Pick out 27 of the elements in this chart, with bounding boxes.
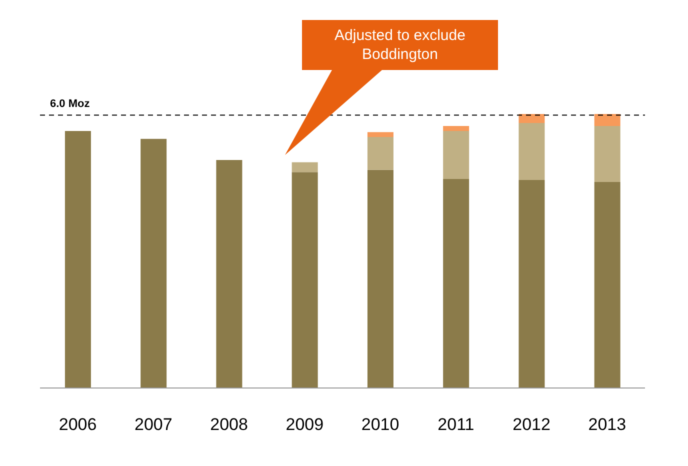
x-tick-label: 2008 — [210, 415, 248, 434]
x-tick-label: 2013 — [588, 415, 626, 434]
x-tick-label: 2006 — [58, 415, 97, 434]
bar — [216, 160, 242, 388]
bar — [367, 137, 394, 170]
bar — [594, 114, 620, 126]
bar — [367, 132, 394, 138]
x-tick-label: 2011 — [438, 415, 474, 434]
x-tick-label: 2012 — [512, 415, 550, 434]
bar — [367, 170, 394, 388]
bar — [518, 114, 545, 124]
bar — [443, 178, 470, 388]
bar — [594, 182, 620, 388]
bar — [518, 180, 545, 388]
bar — [64, 130, 91, 388]
bar — [443, 126, 470, 131]
x-tick-label: 2010 — [361, 415, 400, 434]
x-tick-label: 2007 — [134, 415, 172, 434]
text: Adjusted to exclude Boddington — [334, 26, 466, 64]
bar — [292, 162, 318, 172]
bar — [443, 130, 470, 179]
bar — [292, 172, 318, 388]
bar — [518, 123, 545, 180]
x-tick-label: 2009 — [286, 415, 324, 434]
bar — [594, 126, 620, 182]
bar — [140, 138, 167, 388]
ref-line-label: 6.0 Moz — [50, 98, 90, 110]
